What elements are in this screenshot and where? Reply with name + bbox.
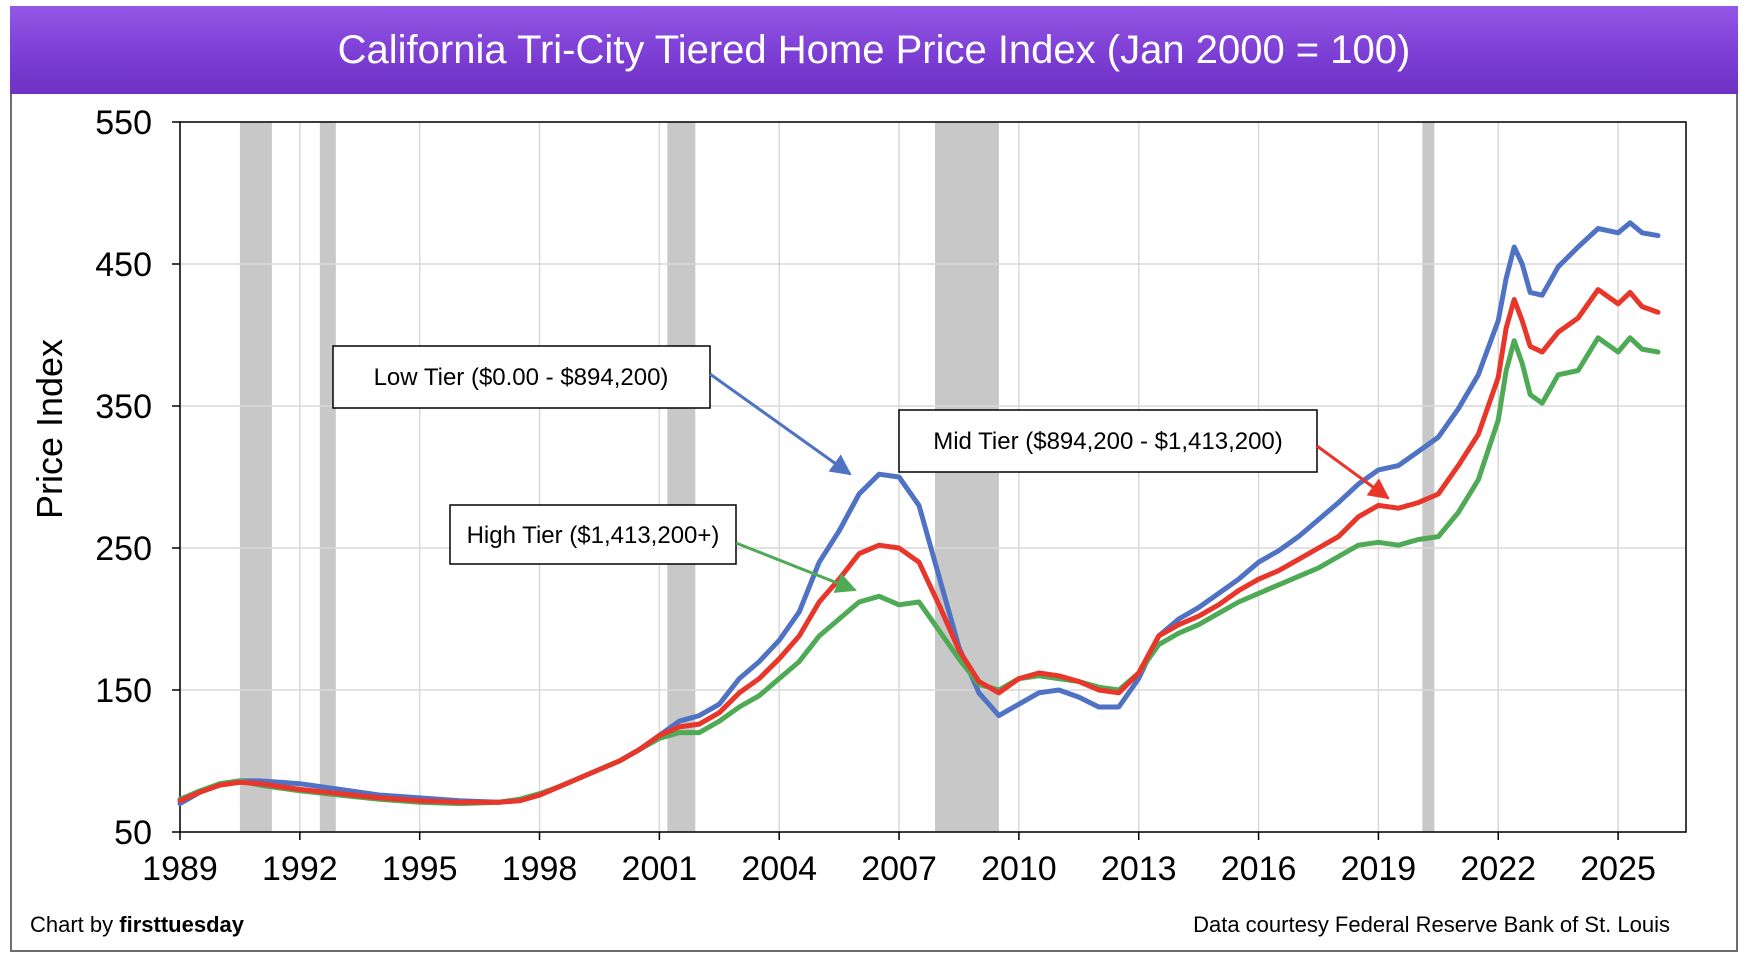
chart-title: California Tri-City Tiered Home Price In… [337, 28, 1411, 72]
callout-low-box [332, 345, 711, 409]
callout-mid-arrow [1316, 444, 1390, 500]
recession-band-4 [934, 122, 999, 832]
y-axis-label: Price Index [29, 339, 70, 519]
series-lines [177, 220, 1661, 807]
x-tick-label-2016: 2016 [1221, 850, 1297, 888]
x-tick-label-2001: 2001 [622, 850, 698, 888]
series-line-mid-tier [177, 287, 1661, 805]
x-tick-label-1995: 1995 [382, 850, 458, 888]
callout-mid-label: Mid Tier ($894,200 - $1,413,200) [933, 428, 1283, 455]
recession-band-3 [667, 122, 696, 832]
footer-source: Data courtesy Federal Reserve Bank of St… [1193, 912, 1670, 937]
recession-band-1 [239, 122, 272, 832]
y-tick-label-350: 350 [95, 388, 152, 426]
x-tick-label-2004: 2004 [741, 850, 817, 888]
callout-high-tier: High Tier ($1,413,200+) [449, 504, 857, 593]
callout-low-label: Low Tier ($0.00 - $894,200) [374, 364, 669, 391]
x-tick-label-1989: 1989 [142, 850, 218, 888]
callout-low-tier: Low Tier ($0.00 - $894,200) [332, 345, 852, 476]
x-tick-label-2007: 2007 [861, 850, 937, 888]
callout-low-arrow [709, 372, 852, 476]
x-tick-label-2022: 2022 [1460, 850, 1536, 888]
footer-credit: Chart by firsttuesday [30, 912, 245, 937]
callout-mid-tier: Mid Tier ($894,200 - $1,413,200) [898, 409, 1390, 500]
callout-high-label: High Tier ($1,413,200+) [467, 522, 720, 549]
y-tick-label-550: 550 [95, 104, 152, 142]
y-tick-label-50: 50 [114, 814, 152, 852]
y-tick-label-250: 250 [95, 530, 152, 568]
x-tick-label-2019: 2019 [1341, 850, 1417, 888]
callout-mid-box [898, 409, 1318, 473]
series-line-low-tier [177, 220, 1661, 807]
callout-high-box [449, 504, 737, 565]
gridlines [179, 121, 1686, 833]
y-tick-label-150: 150 [95, 672, 152, 710]
callout-high-arrow [735, 541, 857, 593]
axis-ticks: 50 150 250 350 450 550 1989 1992 1995 1998 2001 200… [95, 104, 1656, 888]
title-bar: California Tri-City Tiered Home Price In… [10, 6, 1738, 94]
plot-area-border [179, 121, 1687, 833]
x-tick-label-2010: 2010 [981, 850, 1057, 888]
footer-credit-brand: firsttuesday [119, 912, 244, 937]
recession-band-2 [319, 122, 336, 832]
x-tick-label-1992: 1992 [262, 850, 338, 888]
recession-bands [239, 122, 1435, 832]
y-tick-label-450: 450 [95, 246, 152, 284]
x-tick-label-2013: 2013 [1101, 850, 1177, 888]
recession-band-5 [1422, 122, 1435, 832]
footer-credit-prefix: Chart by [30, 912, 119, 937]
x-tick-label-2025: 2025 [1580, 850, 1656, 888]
x-tick-label-1998: 1998 [502, 850, 578, 888]
